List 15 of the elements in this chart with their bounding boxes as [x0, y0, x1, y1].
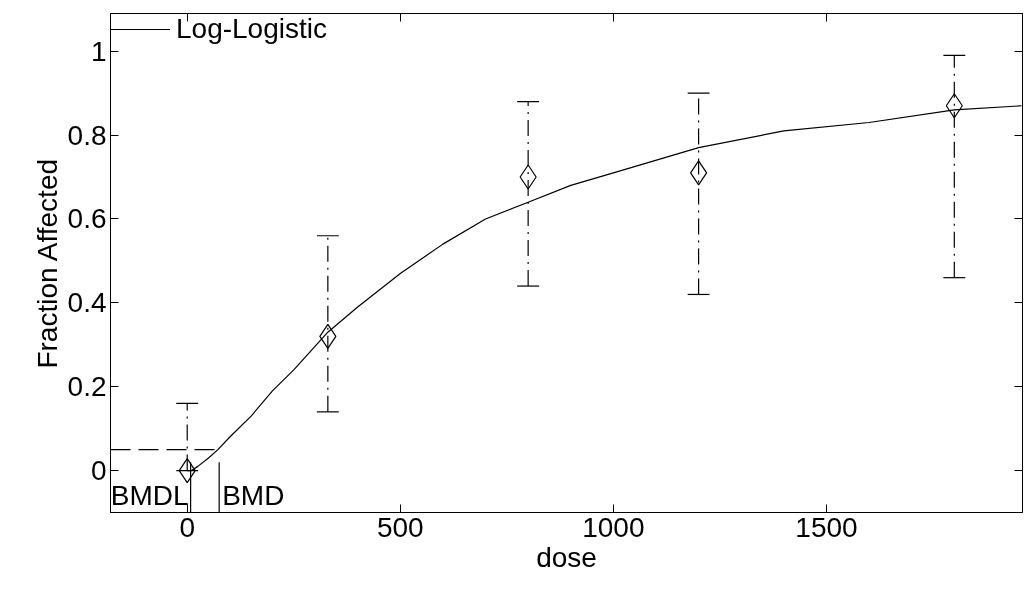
y-tick-label: 0 — [90, 455, 107, 487]
x-axis-title: dose — [536, 541, 597, 573]
y-axis-title: Fraction Affected — [31, 158, 63, 369]
y-tick-label: 0.6 — [67, 203, 107, 235]
y-tick-label: 0.8 — [67, 119, 107, 151]
y-tick-label: 1 — [90, 35, 107, 67]
legend-label: Log-Logistic — [176, 13, 327, 45]
x-tick-label: 1500 — [795, 511, 858, 543]
annotation: BMD — [222, 479, 285, 511]
x-tick-label: 500 — [376, 511, 424, 543]
x-tick-label: 0 — [179, 511, 195, 543]
x-tick-label: 1000 — [582, 511, 645, 543]
y-tick-label: 0.4 — [67, 287, 107, 319]
y-tick-label: 0.2 — [67, 371, 107, 403]
annotation: BMDL — [110, 479, 189, 511]
